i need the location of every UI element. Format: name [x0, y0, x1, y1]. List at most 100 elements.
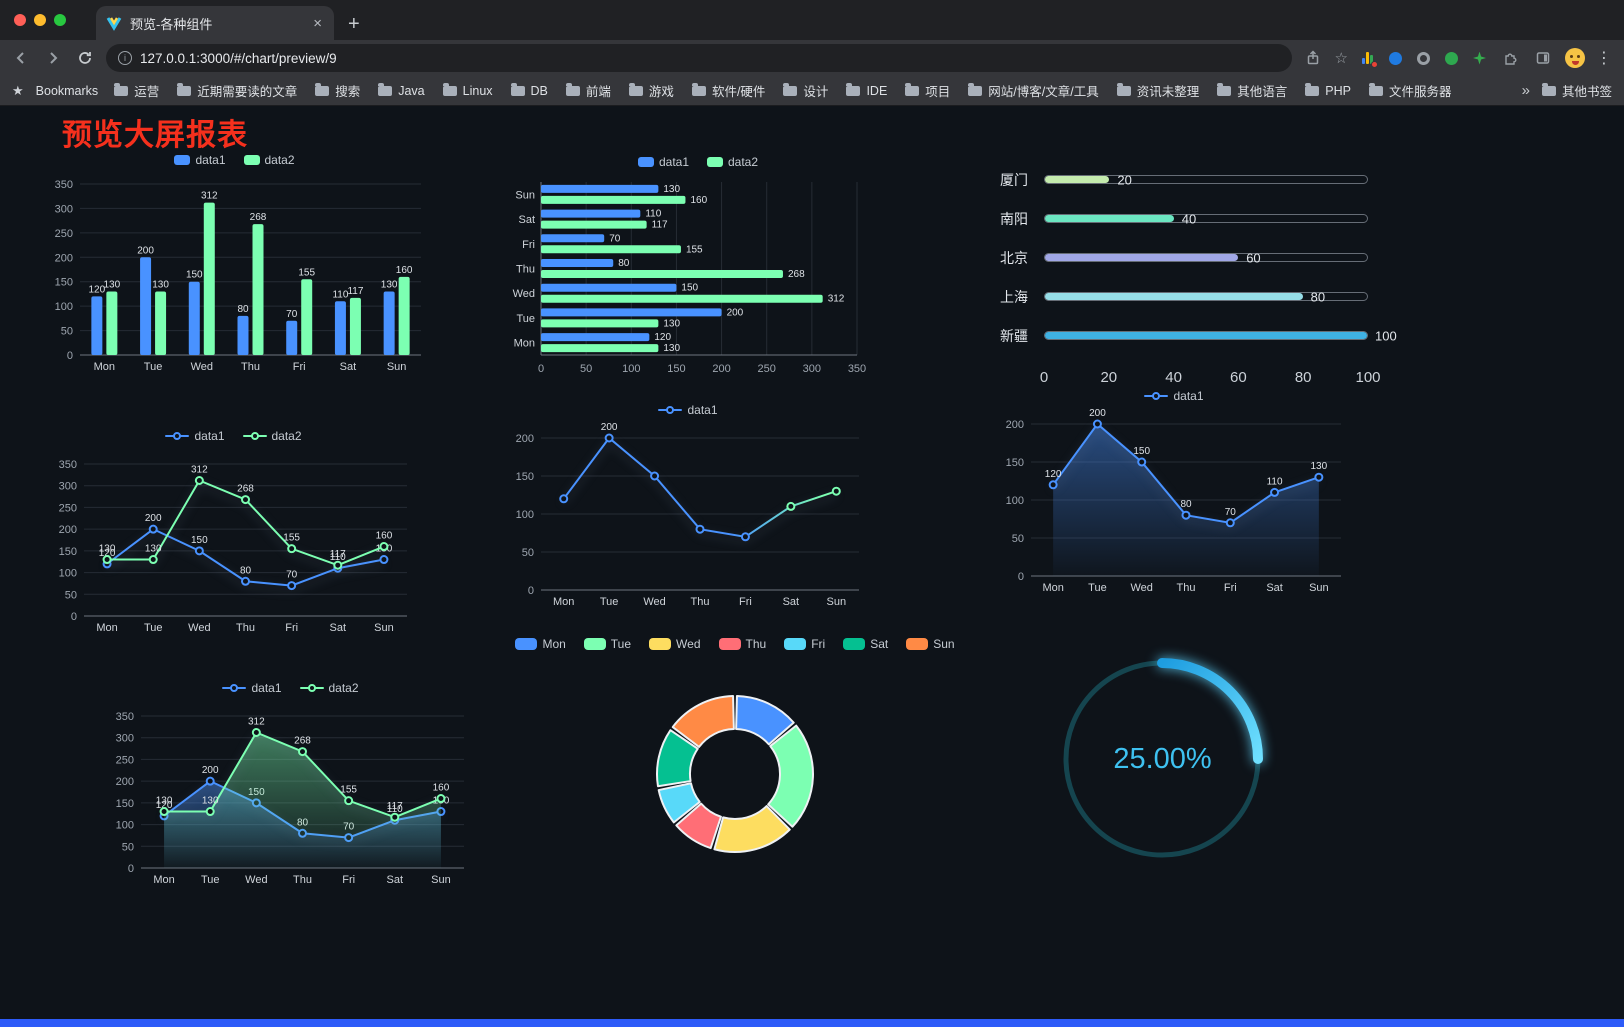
bookmark-star-icon[interactable]: ☆ [1334, 49, 1348, 67]
bookmark-label: 近期需要读的文章 [197, 85, 298, 99]
legend-item-data2[interactable]: data2 [243, 153, 295, 167]
bar [541, 209, 641, 218]
menu-kebab-icon[interactable]: ⋮ [1596, 50, 1612, 67]
new-tab-button[interactable]: + [348, 13, 360, 35]
legend-item-data1[interactable]: data1 [658, 403, 718, 417]
bookmark-folder[interactable]: IDE [846, 82, 887, 98]
value-label: 70 [1225, 507, 1237, 518]
value-label: 312 [201, 191, 218, 202]
legend-item-data2[interactable]: data2 [707, 155, 758, 169]
folder-icon [378, 82, 393, 96]
legend-item-data1[interactable]: data1 [174, 153, 226, 167]
bookmarks-label[interactable]: Bookmarks [35, 83, 99, 98]
legend-item-Sun[interactable]: Sun [906, 637, 955, 651]
bottom-accent-bar [0, 1019, 1624, 1027]
bookmark-folder[interactable]: 项目 [905, 81, 950, 100]
reload-button[interactable] [74, 47, 96, 69]
bookmarks-star-icon[interactable]: ★ [12, 82, 24, 98]
category-label: Fri [522, 239, 535, 251]
value-label: 155 [298, 267, 315, 278]
line-chart-gradient: data1 0 50 100 150 200 Mon Tue Wed Thu Fri Sat Sun 2… [503, 400, 873, 612]
legend-label: Sat [870, 637, 889, 651]
line-chart-canvas: 0 50 100 150 200 250 300 350 Mon Tue Wed Thu Fri Sat S… [59, 459, 407, 634]
legend-item-data1[interactable]: data1 [222, 681, 282, 695]
extension-blue-icon[interactable] [1387, 50, 1404, 67]
bar [541, 294, 823, 303]
legend-item-Fri[interactable]: Fri [784, 637, 825, 651]
legend-item-Tue[interactable]: Tue [583, 637, 631, 651]
bookmark-label: 设计 [803, 85, 829, 99]
series-line [562, 436, 837, 538]
legend-item-data1[interactable]: data1 [637, 155, 689, 169]
bookmark-folder[interactable]: 文件服务器 [1368, 81, 1451, 100]
address-bar[interactable]: i 127.0.0.1:3000/#/chart/preview/9 [106, 44, 1292, 72]
bar [203, 202, 215, 355]
progress-fill [1045, 176, 1110, 183]
value-label: 130 [152, 279, 169, 290]
legend-item-Sat[interactable]: Sat [843, 637, 888, 651]
extension-star-icon[interactable] [1471, 50, 1488, 67]
extension-chart-icon[interactable] [1359, 50, 1378, 68]
extensions-puzzle-icon[interactable] [1499, 47, 1521, 69]
legend-item-data1[interactable]: data1 [165, 429, 225, 443]
progress-axis: 0 20 40 60 80 100 [1040, 369, 1381, 393]
category-label: Sun [826, 596, 846, 608]
category-label: Wed [188, 622, 210, 634]
bookmark-folder[interactable]: 前端 [565, 81, 611, 100]
legend-item-Wed[interactable]: Wed [649, 637, 701, 651]
profile-avatar[interactable] [1565, 48, 1585, 68]
legend-item-Thu[interactable]: Thu [718, 637, 766, 651]
value-label: 155 [340, 785, 357, 796]
data-point [1270, 487, 1280, 497]
folder-icon [510, 82, 525, 96]
url-text[interactable]: 127.0.0.1:3000/#/chart/preview/9 [140, 50, 337, 66]
minimize-window-button[interactable] [34, 14, 46, 26]
legend-item-data1[interactable]: data1 [1144, 389, 1204, 403]
data-point [1137, 457, 1147, 467]
progress-row: 南阳 40 [1000, 199, 1368, 238]
bookmark-folder[interactable]: 网站/博客/文章/工具 [968, 81, 1099, 100]
other-bookmarks[interactable]: 其他书签 [1541, 81, 1612, 100]
bar [286, 320, 298, 355]
bookmark-folder[interactable]: Java [378, 82, 425, 98]
side-panel-icon[interactable] [1532, 47, 1554, 69]
progress-fill [1045, 215, 1174, 222]
zoom-window-button[interactable] [54, 14, 66, 26]
close-window-button[interactable] [14, 14, 26, 26]
forward-button[interactable] [42, 47, 64, 69]
bookmark-folder[interactable]: 游戏 [628, 81, 674, 100]
bookmark-folder[interactable]: 运营 [114, 81, 159, 100]
bookmark-folder[interactable]: PHP [1305, 82, 1351, 98]
legend-item-Mon[interactable]: Mon [515, 637, 566, 651]
extension-green-icon[interactable] [1443, 50, 1460, 67]
legend-item-data2[interactable]: data2 [242, 429, 302, 443]
legend-marker [242, 430, 267, 442]
tick-label: 250 [55, 228, 73, 240]
data-point [1314, 472, 1324, 482]
bookmark-folder[interactable]: DB [510, 82, 548, 98]
tick-label: 200 [116, 776, 134, 788]
bookmark-folder[interactable]: 软件/硬件 [691, 81, 765, 100]
bookmark-folder[interactable]: 近期需要读的文章 [177, 81, 297, 100]
bookmark-folder[interactable]: Linux [442, 82, 493, 98]
share-icon[interactable] [1302, 47, 1324, 69]
bar [541, 184, 659, 193]
data-point [333, 560, 343, 570]
back-button[interactable] [10, 47, 32, 69]
bookmark-folder[interactable]: 资讯未整理 [1116, 81, 1199, 100]
tab-close-icon[interactable]: × [313, 14, 322, 32]
site-info-icon[interactable]: i [118, 51, 132, 65]
value-label: 130 [156, 796, 173, 807]
folder-icon [315, 82, 330, 96]
tick-label: 100 [516, 509, 534, 521]
bookmarks-overflow-chevron[interactable]: » [1521, 82, 1530, 99]
bookmark-folder[interactable]: 搜索 [315, 81, 360, 100]
progress-track: 100 [1044, 328, 1397, 343]
bar [541, 333, 650, 342]
extension-gray-icon[interactable] [1415, 50, 1432, 67]
bookmark-folder[interactable]: 设计 [783, 81, 828, 100]
bookmark-folder[interactable]: 其他语言 [1217, 81, 1287, 100]
browser-tab[interactable]: 预览-各种组件 × [96, 6, 334, 40]
folder-icon [1541, 82, 1556, 96]
legend-item-data2[interactable]: data2 [299, 681, 359, 695]
